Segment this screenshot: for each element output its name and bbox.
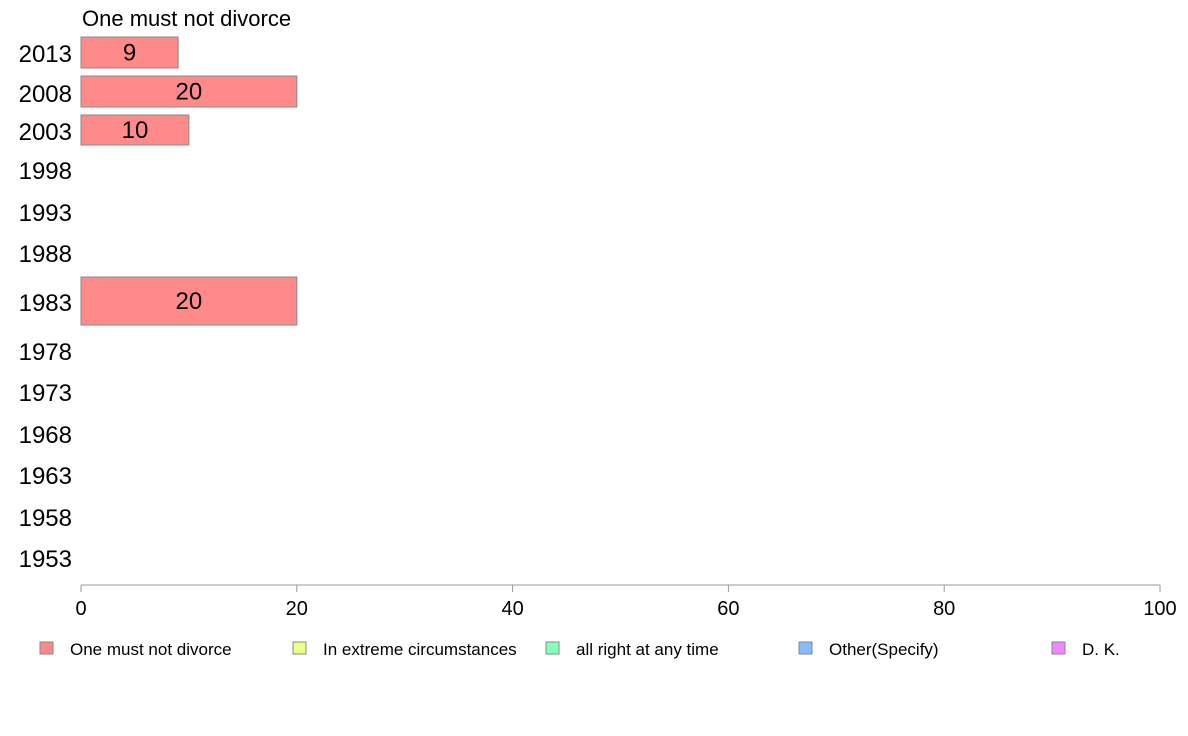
bar-label-2003: 10 [122,117,149,144]
x-tick-label-100: 100 [1143,598,1176,620]
year-label-1993: 1993 [19,200,72,227]
x-tick-label-60: 60 [717,598,739,620]
legend-label-0: One must not divorce [70,640,232,659]
x-tick-label-40: 40 [501,598,523,620]
legend-swatch-1 [292,641,307,655]
legend-swatch-0 [39,641,54,655]
legend-swatch-3 [798,641,813,655]
year-label-1983: 1983 [19,290,72,317]
year-label-1953: 1953 [19,546,72,573]
year-label-1998: 1998 [19,158,72,185]
legend-label-3: Other(Specify) [829,640,939,659]
legend-item-1: In extreme circumstances [292,640,517,659]
year-label-1963: 1963 [19,463,72,490]
x-tick-label-80: 80 [933,598,955,620]
legend-label-1: In extreme circumstances [323,640,517,659]
bar-label-2008: 20 [176,79,203,106]
year-labels: 2013 2008 2003 1998 1993 1988 1983 1978 1973 1968… [19,41,72,573]
chart-title: One must not divorce [82,6,291,31]
bar-2013 [80,36,179,69]
legend-item-3: Other(Specify) [798,640,939,659]
legend: One must not divorce In extreme circumsta… [39,640,1120,659]
bars: 9 20 10 20 [80,36,298,326]
bar-1983 [80,276,298,326]
bar-2003 [80,114,190,146]
legend-item-0: One must not divorce [39,640,232,659]
year-label-1968: 1968 [19,422,72,449]
year-label-1973: 1973 [19,380,72,407]
x-tick-label-0: 0 [75,598,86,620]
year-label-2003: 2003 [19,119,72,146]
bar-label-2013: 9 [123,40,136,67]
year-label-1978: 1978 [19,339,72,366]
legend-item-4: D. K. [1051,640,1120,659]
legend-item-2: all right at any time [545,640,719,659]
legend-label-4: D. K. [1082,640,1120,659]
year-label-2013: 2013 [19,41,72,68]
legend-label-2: all right at any time [576,640,719,659]
year-label-1958: 1958 [19,505,72,532]
x-tick-label-20: 20 [286,598,308,620]
year-label-2008: 2008 [19,81,72,108]
year-label-1988: 1988 [19,241,72,268]
legend-swatch-2 [545,641,560,655]
legend-swatch-4 [1051,641,1066,655]
x-axis: 0 20 40 60 80 100 [75,584,1177,620]
bar-2008 [80,75,298,108]
bar-label-1983: 20 [176,288,203,315]
